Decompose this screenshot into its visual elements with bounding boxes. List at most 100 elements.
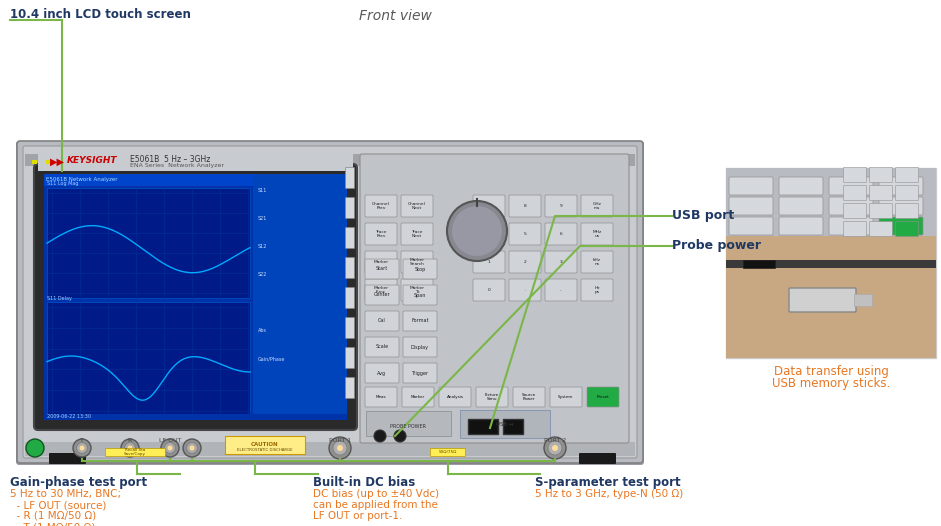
Text: USB port: USB port [672,209,734,222]
Text: 3: 3 [560,260,563,264]
Bar [38,153,353,171]
Text: can be applied from the: can be applied from the [313,500,438,510]
FancyBboxPatch shape [401,195,433,217]
Text: Channel
Prev: Channel Prev [372,201,390,210]
Text: System: System [558,395,574,399]
FancyBboxPatch shape [360,154,629,443]
FancyBboxPatch shape [345,288,355,309]
Bar [430,448,465,456]
FancyBboxPatch shape [365,285,399,305]
Bar [503,419,523,434]
Text: Data transfer using: Data transfer using [774,365,888,378]
Circle shape [183,439,201,457]
Circle shape [124,442,136,453]
FancyBboxPatch shape [581,251,613,273]
Text: .: . [524,288,526,292]
FancyBboxPatch shape [869,186,892,200]
Text: R: R [128,438,132,443]
Text: kHz
ns: kHz ns [593,258,601,266]
Text: S11 Log Mag: S11 Log Mag [47,181,78,186]
Text: Gain/Phase: Gain/Phase [258,357,285,361]
Text: 4: 4 [487,232,490,236]
FancyBboxPatch shape [401,279,433,301]
Text: Built-in DC bias: Built-in DC bias [313,476,415,489]
Bar [253,174,347,420]
Bar [25,442,635,456]
Text: Fixture
Simu: Fixture Simu [485,393,499,401]
Bar [105,448,165,456]
FancyBboxPatch shape [545,195,577,217]
Text: LF OUT or port-1.: LF OUT or port-1. [313,511,403,521]
Bar [726,168,936,238]
FancyBboxPatch shape [509,279,541,301]
Text: Marker
Func: Marker Func [374,286,389,295]
Text: Hz
ps: Hz ps [595,286,599,295]
Bar [468,419,498,434]
FancyBboxPatch shape [843,221,867,237]
Text: 2: 2 [523,260,526,264]
FancyBboxPatch shape [345,258,355,278]
Text: S12: S12 [258,245,267,249]
Text: Marker: Marker [411,395,425,399]
Text: 6: 6 [560,232,563,236]
FancyBboxPatch shape [829,197,873,215]
Circle shape [333,441,347,455]
Bar [460,410,550,438]
FancyBboxPatch shape [779,197,823,215]
Bar [25,154,635,166]
Circle shape [79,446,85,450]
Circle shape [544,437,566,459]
Text: Span: Span [414,292,426,298]
Text: GHz
ms: GHz ms [593,201,601,210]
Text: LF OUT: LF OUT [159,438,182,443]
Text: 0: 0 [487,288,490,292]
FancyBboxPatch shape [365,279,397,301]
FancyBboxPatch shape [726,168,936,358]
Circle shape [329,437,351,459]
Text: Meas: Meas [375,395,387,399]
Text: Center: Center [374,292,391,298]
Circle shape [161,439,179,457]
FancyBboxPatch shape [403,259,437,279]
Circle shape [552,445,558,451]
Bar [44,414,347,420]
FancyBboxPatch shape [365,363,399,383]
FancyBboxPatch shape [581,223,613,245]
Text: 8: 8 [523,204,526,208]
Text: S22: S22 [258,272,267,278]
Text: 10.4 inch LCD touch screen: 10.4 inch LCD touch screen [10,7,191,21]
FancyBboxPatch shape [879,217,923,235]
Text: Abs: Abs [258,329,267,333]
FancyBboxPatch shape [843,186,867,200]
FancyBboxPatch shape [869,167,892,183]
Text: Start: Start [375,267,388,271]
Text: Cal: Cal [378,319,386,323]
Bar [726,236,936,358]
Text: Trace
Next: Trace Next [411,230,423,238]
FancyBboxPatch shape [545,251,577,273]
Bar [743,260,775,268]
FancyBboxPatch shape [869,221,892,237]
Circle shape [26,439,44,457]
Circle shape [167,446,172,450]
Circle shape [186,442,198,453]
Bar [44,174,347,420]
FancyBboxPatch shape [17,141,643,463]
Circle shape [452,206,502,256]
Bar [46,160,51,164]
Circle shape [127,446,133,450]
FancyBboxPatch shape [365,311,399,331]
Bar [47,302,250,416]
FancyBboxPatch shape [473,279,505,301]
Text: ELECTROSTATIC DISCHARGE: ELECTROSTATIC DISCHARGE [237,448,293,452]
FancyBboxPatch shape [473,223,505,245]
FancyBboxPatch shape [345,378,355,399]
FancyBboxPatch shape [345,197,355,218]
FancyBboxPatch shape [789,288,856,312]
Circle shape [189,446,195,450]
Text: 50Ω/75Ω: 50Ω/75Ω [439,450,456,454]
FancyBboxPatch shape [509,251,541,273]
FancyBboxPatch shape [23,146,637,458]
FancyBboxPatch shape [365,259,399,279]
Text: 9: 9 [560,204,563,208]
